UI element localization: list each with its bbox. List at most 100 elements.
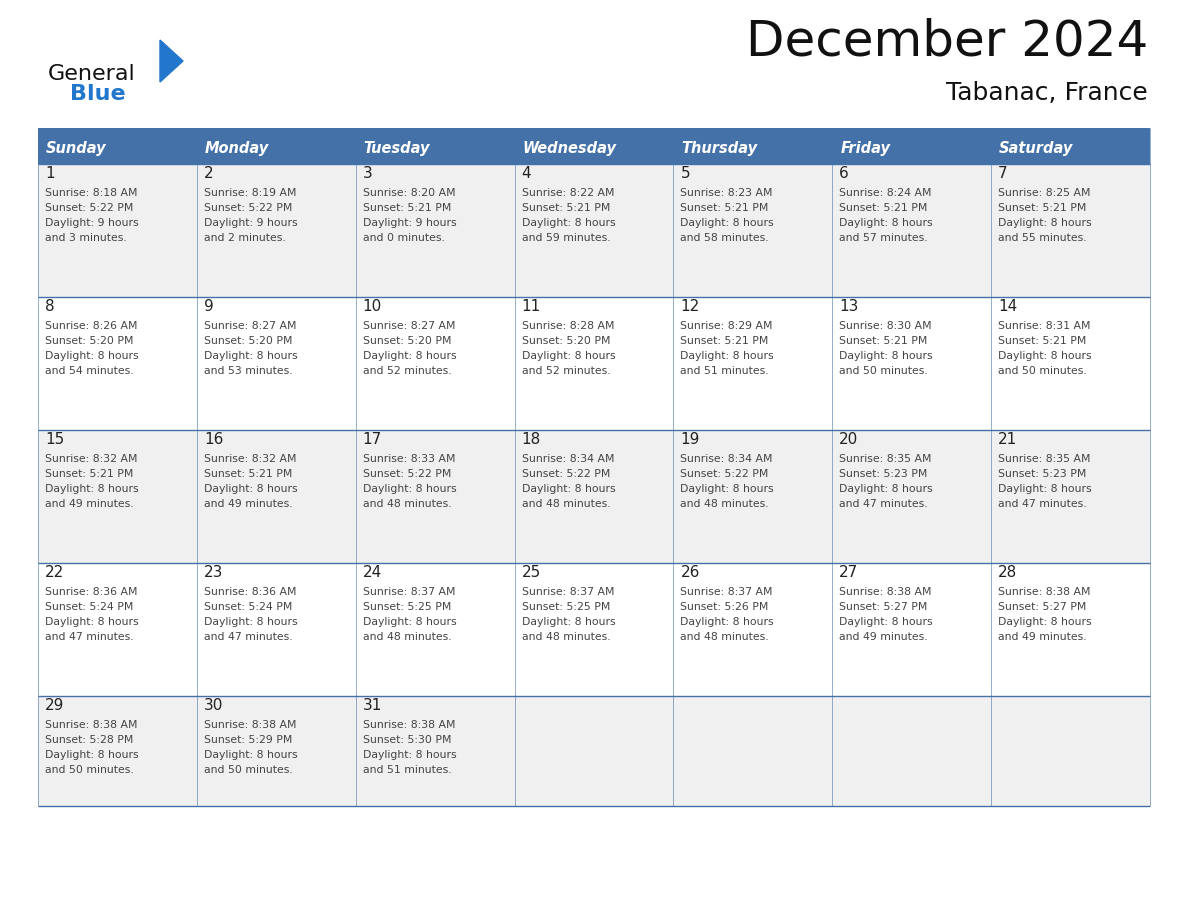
Text: and 49 minutes.: and 49 minutes.: [839, 632, 928, 642]
Text: Sunrise: 8:33 AM: Sunrise: 8:33 AM: [362, 454, 455, 464]
Text: Daylight: 8 hours: Daylight: 8 hours: [681, 218, 775, 228]
Text: Sunset: 5:26 PM: Sunset: 5:26 PM: [681, 602, 769, 612]
Text: Sunrise: 8:30 AM: Sunrise: 8:30 AM: [839, 321, 931, 331]
Text: Daylight: 8 hours: Daylight: 8 hours: [522, 617, 615, 627]
Text: Sunrise: 8:35 AM: Sunrise: 8:35 AM: [839, 454, 931, 464]
Text: Sunset: 5:24 PM: Sunset: 5:24 PM: [45, 602, 133, 612]
Text: Sunrise: 8:37 AM: Sunrise: 8:37 AM: [681, 587, 773, 597]
Text: Sunrise: 8:38 AM: Sunrise: 8:38 AM: [45, 720, 138, 730]
Text: Daylight: 8 hours: Daylight: 8 hours: [839, 617, 933, 627]
Text: Sunset: 5:22 PM: Sunset: 5:22 PM: [45, 203, 133, 213]
Bar: [674, 128, 833, 164]
Text: Sunrise: 8:24 AM: Sunrise: 8:24 AM: [839, 188, 931, 198]
Text: Sunset: 5:20 PM: Sunset: 5:20 PM: [362, 336, 451, 346]
Text: and 58 minutes.: and 58 minutes.: [681, 233, 769, 243]
Text: Daylight: 8 hours: Daylight: 8 hours: [362, 484, 456, 494]
Text: 31: 31: [362, 698, 383, 713]
Text: Monday: Monday: [204, 140, 270, 155]
Text: 15: 15: [45, 432, 64, 447]
Text: Sunset: 5:22 PM: Sunset: 5:22 PM: [681, 469, 769, 479]
Text: Sunset: 5:21 PM: Sunset: 5:21 PM: [681, 203, 769, 213]
Text: and 52 minutes.: and 52 minutes.: [522, 366, 611, 376]
Text: Sunset: 5:30 PM: Sunset: 5:30 PM: [362, 735, 451, 745]
Text: Sunrise: 8:32 AM: Sunrise: 8:32 AM: [204, 454, 296, 464]
Text: 23: 23: [204, 565, 223, 580]
Text: Thursday: Thursday: [682, 140, 758, 155]
Text: Sunrise: 8:38 AM: Sunrise: 8:38 AM: [362, 720, 455, 730]
Text: Daylight: 8 hours: Daylight: 8 hours: [998, 617, 1092, 627]
Text: Sunset: 5:20 PM: Sunset: 5:20 PM: [522, 336, 611, 346]
Text: Daylight: 8 hours: Daylight: 8 hours: [681, 484, 775, 494]
Text: 24: 24: [362, 565, 383, 580]
Text: Daylight: 8 hours: Daylight: 8 hours: [998, 218, 1092, 228]
Text: Sunrise: 8:38 AM: Sunrise: 8:38 AM: [998, 587, 1091, 597]
Bar: [38, 696, 1150, 806]
Text: Sunrise: 8:22 AM: Sunrise: 8:22 AM: [522, 188, 614, 198]
Text: and 59 minutes.: and 59 minutes.: [522, 233, 611, 243]
Text: and 49 minutes.: and 49 minutes.: [204, 499, 292, 509]
Bar: [38, 430, 1150, 563]
Text: Sunrise: 8:29 AM: Sunrise: 8:29 AM: [681, 321, 773, 331]
Text: General: General: [48, 64, 135, 84]
Polygon shape: [160, 40, 183, 82]
Text: and 47 minutes.: and 47 minutes.: [45, 632, 133, 642]
Text: Sunrise: 8:32 AM: Sunrise: 8:32 AM: [45, 454, 138, 464]
Text: Sunset: 5:22 PM: Sunset: 5:22 PM: [362, 469, 451, 479]
Text: Sunset: 5:22 PM: Sunset: 5:22 PM: [204, 203, 292, 213]
Bar: [991, 128, 1150, 164]
Text: Sunset: 5:27 PM: Sunset: 5:27 PM: [998, 602, 1087, 612]
Text: 20: 20: [839, 432, 859, 447]
Text: and 52 minutes.: and 52 minutes.: [362, 366, 451, 376]
Text: 3: 3: [362, 166, 373, 181]
Text: Daylight: 8 hours: Daylight: 8 hours: [839, 484, 933, 494]
Text: and 51 minutes.: and 51 minutes.: [362, 765, 451, 775]
Text: Sunset: 5:20 PM: Sunset: 5:20 PM: [204, 336, 292, 346]
Text: 12: 12: [681, 299, 700, 314]
Text: Sunset: 5:25 PM: Sunset: 5:25 PM: [522, 602, 609, 612]
Text: 13: 13: [839, 299, 859, 314]
Text: Daylight: 8 hours: Daylight: 8 hours: [681, 617, 775, 627]
Text: Sunrise: 8:37 AM: Sunrise: 8:37 AM: [522, 587, 614, 597]
Text: Sunset: 5:29 PM: Sunset: 5:29 PM: [204, 735, 292, 745]
Text: and 53 minutes.: and 53 minutes.: [204, 366, 292, 376]
Text: Daylight: 8 hours: Daylight: 8 hours: [45, 617, 139, 627]
Text: 19: 19: [681, 432, 700, 447]
Text: Sunrise: 8:34 AM: Sunrise: 8:34 AM: [522, 454, 614, 464]
Text: Sunrise: 8:38 AM: Sunrise: 8:38 AM: [204, 720, 296, 730]
Text: 4: 4: [522, 166, 531, 181]
Text: Daylight: 8 hours: Daylight: 8 hours: [45, 351, 139, 361]
Text: and 50 minutes.: and 50 minutes.: [998, 366, 1087, 376]
Text: Blue: Blue: [70, 84, 126, 104]
Text: Sunrise: 8:26 AM: Sunrise: 8:26 AM: [45, 321, 138, 331]
Text: and 48 minutes.: and 48 minutes.: [362, 632, 451, 642]
Text: 5: 5: [681, 166, 690, 181]
Text: Sunset: 5:20 PM: Sunset: 5:20 PM: [45, 336, 133, 346]
Text: Sunset: 5:24 PM: Sunset: 5:24 PM: [204, 602, 292, 612]
Text: Daylight: 8 hours: Daylight: 8 hours: [362, 351, 456, 361]
Text: Daylight: 8 hours: Daylight: 8 hours: [362, 750, 456, 760]
Text: 6: 6: [839, 166, 849, 181]
Text: 21: 21: [998, 432, 1017, 447]
Text: 8: 8: [45, 299, 55, 314]
Text: Sunrise: 8:28 AM: Sunrise: 8:28 AM: [522, 321, 614, 331]
Text: Sunrise: 8:19 AM: Sunrise: 8:19 AM: [204, 188, 296, 198]
Text: and 50 minutes.: and 50 minutes.: [839, 366, 928, 376]
Text: 27: 27: [839, 565, 859, 580]
Text: Saturday: Saturday: [999, 140, 1074, 155]
Text: 16: 16: [204, 432, 223, 447]
Text: Daylight: 8 hours: Daylight: 8 hours: [204, 351, 297, 361]
Text: and 49 minutes.: and 49 minutes.: [45, 499, 133, 509]
Text: Sunrise: 8:18 AM: Sunrise: 8:18 AM: [45, 188, 138, 198]
Text: Daylight: 8 hours: Daylight: 8 hours: [998, 484, 1092, 494]
Text: Sunrise: 8:20 AM: Sunrise: 8:20 AM: [362, 188, 455, 198]
Text: Sunrise: 8:36 AM: Sunrise: 8:36 AM: [204, 587, 296, 597]
Bar: [38, 164, 1150, 297]
Text: 10: 10: [362, 299, 383, 314]
Text: Daylight: 9 hours: Daylight: 9 hours: [204, 218, 297, 228]
Text: Sunset: 5:21 PM: Sunset: 5:21 PM: [204, 469, 292, 479]
Text: Sunrise: 8:25 AM: Sunrise: 8:25 AM: [998, 188, 1091, 198]
Bar: [514, 128, 674, 164]
Text: 1: 1: [45, 166, 55, 181]
Text: Sunset: 5:21 PM: Sunset: 5:21 PM: [362, 203, 451, 213]
Text: Daylight: 8 hours: Daylight: 8 hours: [522, 218, 615, 228]
